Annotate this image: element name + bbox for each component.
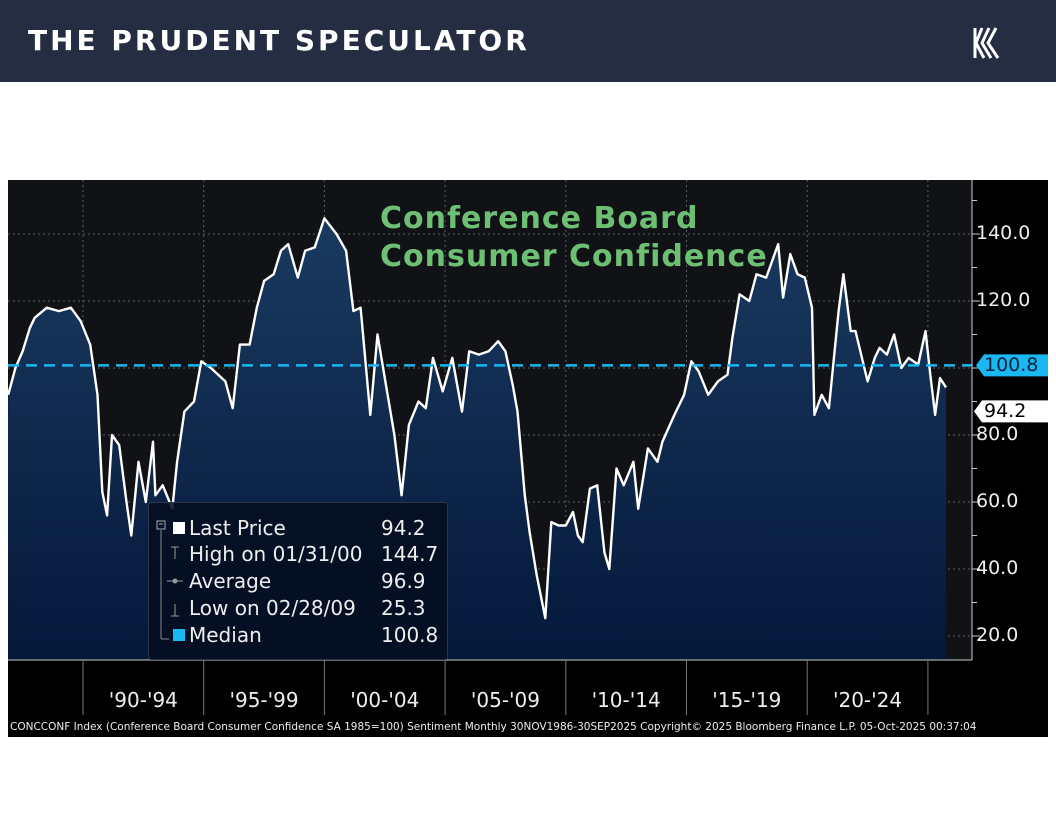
legend-label-average: Average	[189, 569, 272, 593]
series-line	[7, 217, 948, 620]
y-tick-label: 60.0	[976, 490, 1019, 512]
chart-title: Conference Board Consumer Confidence	[380, 200, 768, 276]
legend-box: Last Price 94.2 High on 01/31/00 144.7 A…	[148, 502, 448, 660]
brand-title: THE PRUDENT SPECULATOR	[28, 24, 530, 57]
median-swatch	[173, 629, 185, 641]
chart-title-line2: Consumer Confidence	[380, 239, 768, 274]
x-tick-label: '95-'99	[229, 688, 299, 712]
header-bar: THE PRUDENT SPECULATOR	[0, 0, 1056, 82]
legend-label-last: Last Price	[189, 516, 286, 540]
collapse-icon	[156, 520, 166, 530]
median-tag-bg	[976, 354, 1048, 377]
legend-label-low: Low on 02/28/09	[189, 596, 356, 620]
x-tick-label: '10-'14	[591, 688, 661, 712]
last-value-tag: 94.2	[984, 400, 1027, 423]
last-price-swatch	[173, 522, 185, 534]
low-marker-icon	[171, 604, 179, 617]
x-tick-label: '00-'04	[350, 688, 420, 712]
y-tick-label: 40.0	[976, 557, 1019, 579]
legend-value-high: 144.7	[381, 542, 439, 566]
legend-label-median: Median	[189, 623, 262, 647]
y-tick-label: 80.0	[976, 423, 1019, 445]
x-tick-label: '15-'19	[712, 688, 782, 712]
median-value-tag: 100.8	[984, 354, 1039, 377]
legend-label-high: High on 01/31/00	[189, 542, 363, 566]
high-marker-icon	[171, 546, 179, 559]
x-tick-label: '90-'94	[108, 688, 178, 712]
legend-value-low: 25.3	[381, 596, 426, 620]
legend-value-median: 100.8	[381, 623, 439, 647]
y-tick-label: 120.0	[976, 289, 1031, 311]
chart-title-line1: Conference Board	[380, 201, 699, 236]
legend-value-last: 94.2	[381, 516, 426, 540]
k-stripes-logo-icon	[973, 27, 1000, 59]
legend-tree-lines	[156, 520, 183, 640]
y-tick-label: 140.0	[976, 222, 1031, 244]
last-tag-bg	[974, 400, 1048, 423]
average-marker-icon	[172, 578, 178, 584]
y-tick-label: 20.0	[976, 624, 1019, 646]
x-tick-label: '20-'24	[832, 688, 903, 712]
legend-value-average: 96.9	[381, 569, 426, 593]
chart-footer-source: CONCCONF Index (Conference Board Consume…	[10, 721, 977, 733]
x-tick-label: '05-'09	[470, 688, 540, 712]
